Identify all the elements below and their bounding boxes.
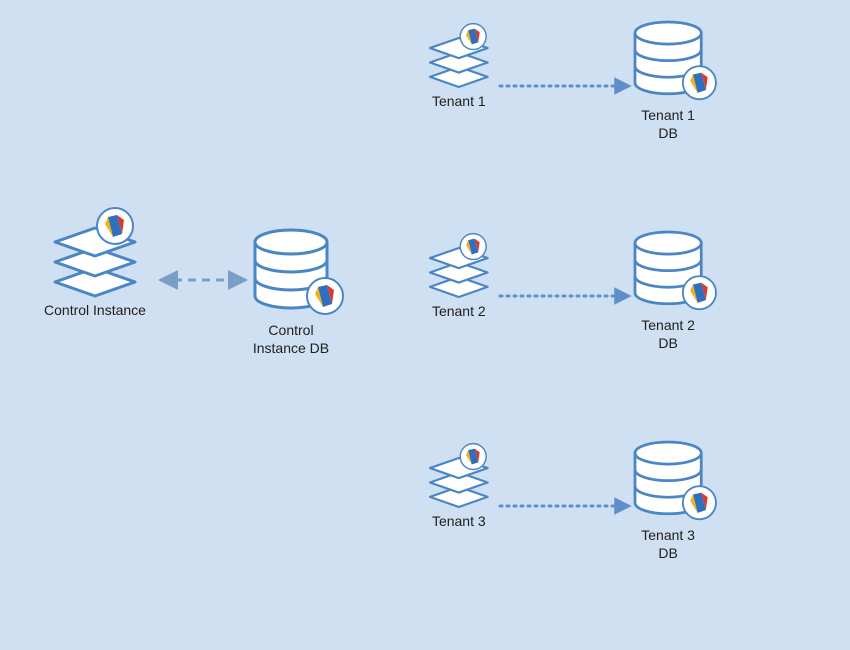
node-tenant3 [430,444,488,507]
node-tenant1_db [635,22,716,99]
label-tenant1_db: Tenant 1DB [588,107,748,142]
node-tenant2_db [635,232,716,309]
label-tenant1: Tenant 1 [379,93,539,111]
node-tenant1 [430,24,488,87]
label-tenant2: Tenant 2 [379,303,539,321]
label-control_db: ControlInstance DB [211,322,371,357]
label-control: Control Instance [15,302,175,320]
node-control [55,208,135,296]
node-control_db [255,230,343,314]
label-tenant3: Tenant 3 [379,513,539,531]
label-tenant2_db: Tenant 2DB [588,317,748,352]
node-tenant2 [430,234,488,297]
node-tenant3_db [635,442,716,519]
label-tenant3_db: Tenant 3DB [588,527,748,562]
